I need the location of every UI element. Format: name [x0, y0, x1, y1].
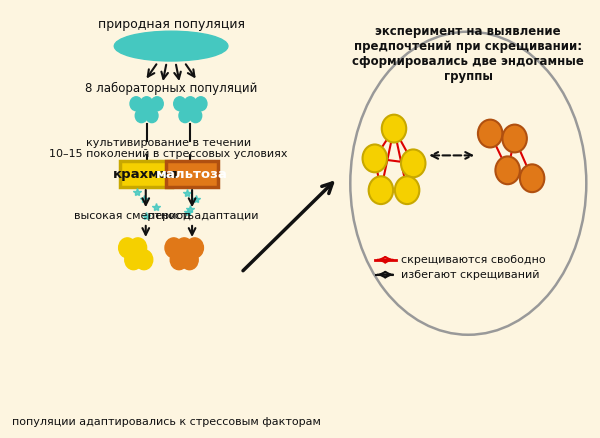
Text: популяции адаптировались к стрессовым факторам: популяции адаптировались к стрессовым фа…	[12, 417, 321, 427]
Circle shape	[174, 97, 186, 111]
Text: культивирование в течении
10–15 поколений в стрессовых условиях: культивирование в течении 10–15 поколени…	[49, 138, 288, 159]
Text: высокая смертность: высокая смертность	[74, 211, 194, 221]
Circle shape	[135, 109, 148, 123]
Circle shape	[395, 176, 419, 204]
Circle shape	[368, 176, 393, 204]
Circle shape	[140, 97, 153, 111]
Text: период адаптации: период адаптации	[148, 211, 259, 221]
Circle shape	[186, 238, 203, 258]
Circle shape	[170, 250, 188, 270]
Circle shape	[181, 250, 198, 270]
Circle shape	[401, 149, 425, 177]
Text: избегают скрещиваний: избегают скрещиваний	[401, 270, 539, 279]
Circle shape	[119, 238, 136, 258]
Circle shape	[184, 97, 196, 111]
FancyBboxPatch shape	[119, 161, 172, 187]
Circle shape	[165, 238, 182, 258]
Text: скрещиваются свободно: скрещиваются свободно	[401, 255, 545, 265]
Circle shape	[151, 97, 163, 111]
Text: крахмал: крахмал	[113, 168, 179, 181]
Circle shape	[175, 238, 193, 258]
Text: природная популяция: природная популяция	[98, 18, 245, 31]
Circle shape	[362, 145, 387, 172]
Text: эксперимент на выявление
предпочтений при скрещивании:
сформировались две эндога: эксперимент на выявление предпочтений пр…	[352, 25, 584, 83]
Circle shape	[125, 250, 142, 270]
Circle shape	[179, 109, 191, 123]
Ellipse shape	[114, 31, 228, 61]
Circle shape	[146, 109, 158, 123]
Circle shape	[135, 250, 153, 270]
Text: мальтоза: мальтоза	[156, 168, 228, 181]
Circle shape	[382, 115, 406, 142]
Circle shape	[130, 97, 142, 111]
Circle shape	[520, 164, 544, 192]
Circle shape	[190, 109, 202, 123]
FancyBboxPatch shape	[166, 161, 218, 187]
Circle shape	[129, 238, 146, 258]
Circle shape	[195, 97, 207, 111]
Text: 8 лабораторных популяций: 8 лабораторных популяций	[85, 82, 257, 95]
Circle shape	[478, 120, 502, 148]
Circle shape	[496, 156, 520, 184]
Circle shape	[502, 124, 527, 152]
